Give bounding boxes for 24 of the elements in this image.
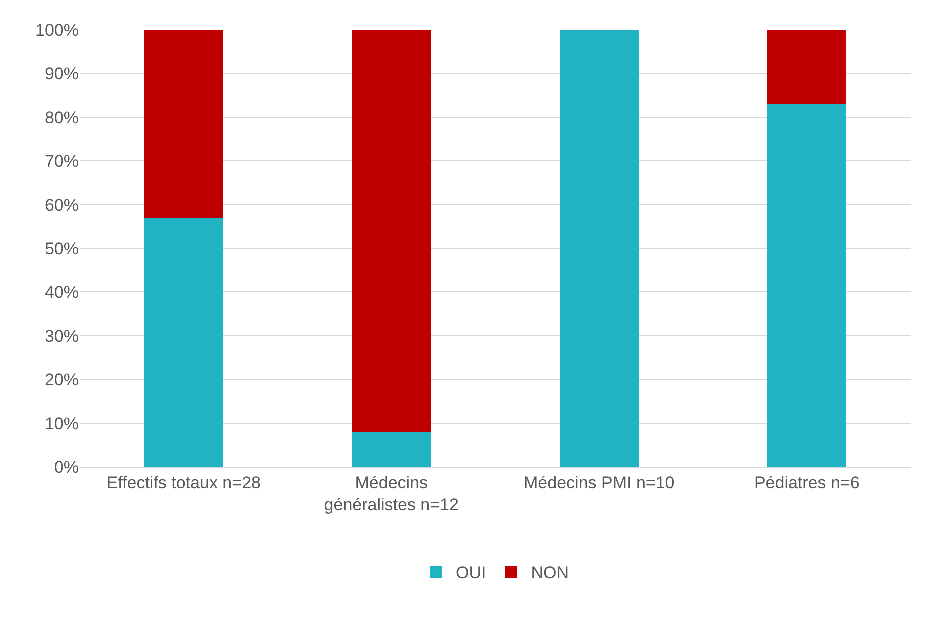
bar: [768, 30, 847, 104]
y-tick-label: 50%: [44, 239, 79, 258]
y-tick-label: 10%: [44, 414, 79, 434]
bar: [560, 30, 639, 467]
bar: [352, 30, 432, 432]
x-tick-label: Médecins généralistes n=12: [324, 473, 459, 514]
legend-label: NON: [531, 564, 570, 583]
y-tick-label: 70%: [44, 152, 79, 172]
x-tick-label: Pédiatres n=6: [754, 473, 860, 492]
y-tick-label: 100%: [36, 20, 79, 40]
y-tick-label: 20%: [44, 370, 79, 390]
y-tick-label: 90%: [44, 64, 79, 84]
bar: [144, 30, 224, 218]
x-tick-label: Médecins PMI n=10: [524, 473, 675, 492]
x-tick-label: Effectifs totaux n=28: [106, 473, 261, 492]
bar: [144, 218, 224, 467]
y-tick-label: 80%: [44, 108, 79, 128]
y-tick-label: 0%: [54, 458, 79, 477]
legend-label: OUI: [456, 564, 486, 583]
y-tick-label: 30%: [44, 326, 79, 346]
y-tick-label: 60%: [44, 196, 79, 215]
bar: [768, 104, 847, 467]
bar: [352, 432, 432, 467]
y-tick-label: 40%: [44, 283, 79, 302]
